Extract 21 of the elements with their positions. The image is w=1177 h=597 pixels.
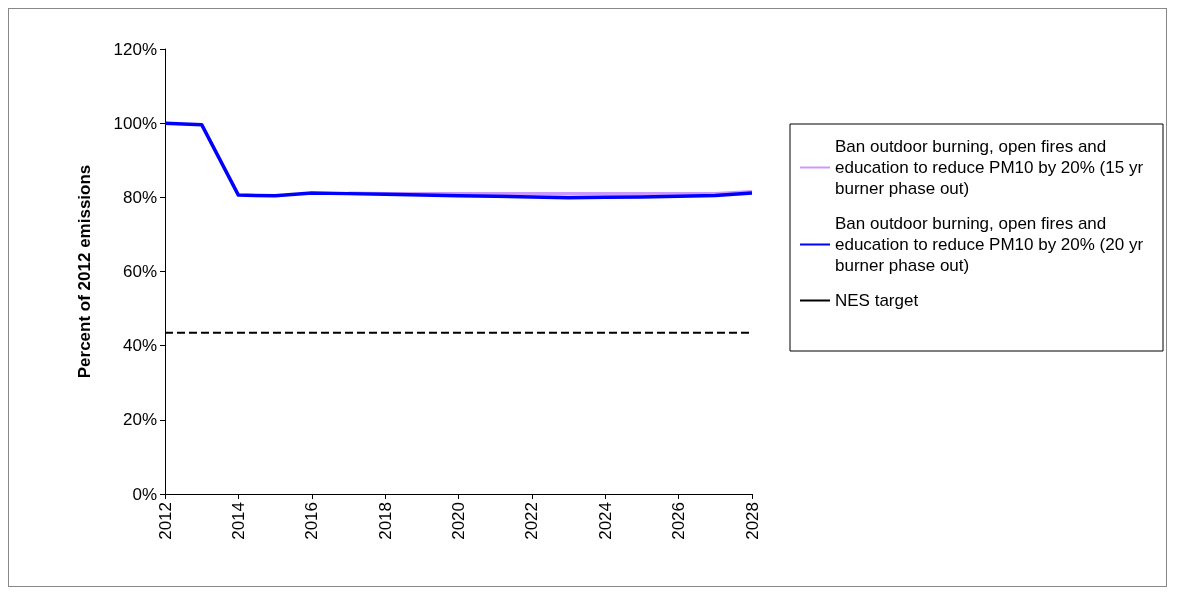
y-tick-label: 60% bbox=[122, 262, 157, 281]
y-tick-label: 120% bbox=[113, 39, 157, 59]
y-tick-label: 0% bbox=[132, 484, 157, 504]
legend-label: Ban outdoor burning, open fires and education to reduce PM10 by 20% (15 yr burner phase out) bbox=[835, 137, 1148, 198]
line-series bbox=[163, 121, 754, 200]
y-tick-label: 80% bbox=[122, 187, 157, 207]
legend-label: NES target bbox=[835, 291, 919, 310]
x-tick-label: 2022 bbox=[522, 502, 542, 540]
y-tick-label: 20% bbox=[122, 410, 157, 430]
y-tick-label: 40% bbox=[122, 336, 157, 356]
x-tick-label: 2012 bbox=[155, 502, 175, 540]
x-tick-label: 2018 bbox=[375, 502, 395, 540]
x-tick-label: 2024 bbox=[595, 502, 615, 540]
x-tick-label: 2028 bbox=[742, 502, 762, 540]
legend-label: Ban outdoor burning, open fires and education to reduce PM10 by 20% (20 yr burner phase out) bbox=[835, 214, 1148, 275]
x-tick-label: 2026 bbox=[669, 502, 689, 540]
y-tick-label: 100% bbox=[113, 113, 157, 133]
y-axis-title: Percent of 2012 emissions bbox=[75, 164, 94, 379]
x-tick-label: 2016 bbox=[302, 502, 322, 540]
x-tick-label: 2020 bbox=[449, 502, 468, 540]
x-tick-label: 2014 bbox=[228, 502, 248, 540]
